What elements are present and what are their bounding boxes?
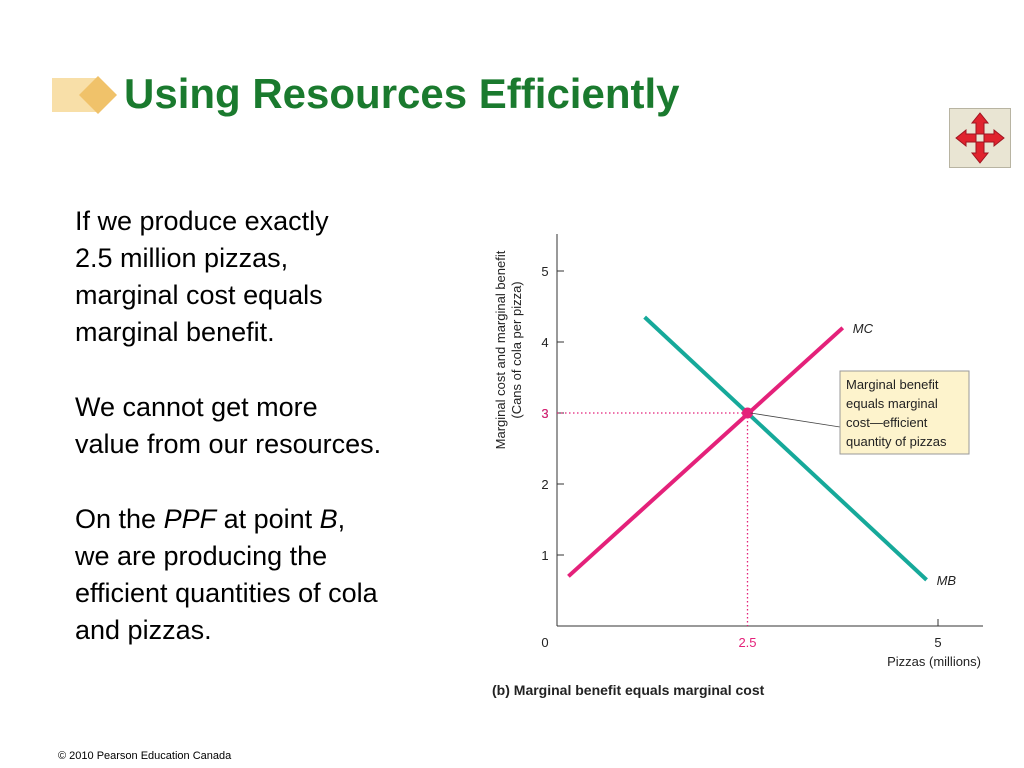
y-axis-label-line1: Marginal cost and marginal benefit — [493, 250, 508, 449]
equilibrium-y-label: 3 — [541, 406, 548, 421]
series-label-mb: MB — [937, 573, 957, 588]
y-tick-label: 5 — [541, 264, 548, 279]
x-axis-label: Pizzas (millions) — [887, 654, 981, 669]
four-way-arrow-icon[interactable] — [949, 108, 1011, 168]
paragraph-mc-equals-mb: If we produce exactly 2.5 million pizzas… — [75, 206, 329, 347]
x-tick-label: 0 — [541, 635, 548, 650]
series-line-mc — [567, 326, 845, 578]
annotation-text-line: cost—efficient — [846, 415, 928, 430]
series-line-mb — [643, 315, 928, 582]
y-tick-label: 4 — [541, 335, 548, 350]
annotation-text-line: Marginal benefit — [846, 377, 939, 392]
y-tick-label: 1 — [541, 548, 548, 563]
y-tick-label: 3 — [541, 406, 548, 421]
x-tick-label: 5 — [934, 635, 941, 650]
y-axis-label-line2: (Cans of cola per pizza) — [509, 281, 524, 418]
paragraph-value: We cannot get more value from our resour… — [75, 392, 382, 459]
annotation-text-line: quantity of pizzas — [846, 434, 947, 449]
chart-caption: (b) Marginal benefit equals marginal cos… — [492, 682, 765, 698]
equilibrium-x-label: 2.5 — [738, 635, 756, 650]
annotation-text-line: equals marginal — [846, 396, 938, 411]
equilibrium-point — [742, 407, 753, 419]
series-label-mc: MC — [853, 321, 874, 336]
annotation-box — [839, 370, 970, 455]
title-diamond-icon — [52, 76, 117, 114]
annotation-leader — [750, 412, 841, 428]
copyright-footer: © 2010 Pearson Education Canada — [58, 750, 232, 762]
paragraph-ppf: On the PPF at point B, we are producing … — [75, 504, 378, 645]
page-title: Using Resources Efficiently — [124, 70, 680, 117]
body-text: If we produce exactly 2.5 million pizzas… — [75, 203, 475, 687]
y-tick-label: 2 — [541, 477, 548, 492]
